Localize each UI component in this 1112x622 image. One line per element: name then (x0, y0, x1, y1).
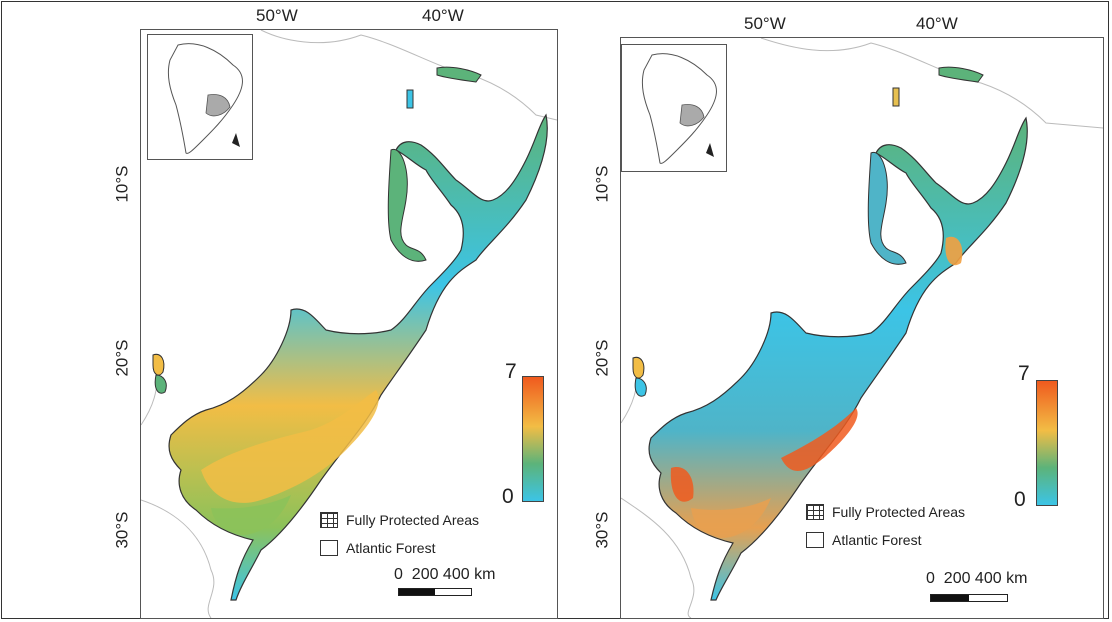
atlantic-forest-extent (679, 104, 705, 127)
grid-swatch-icon (320, 512, 338, 528)
map-canvas-left (141, 30, 557, 618)
colorbar (1036, 380, 1058, 506)
south-america-outline (641, 53, 717, 164)
colorbar-min-label: 0 (1014, 488, 1026, 511)
locator-inset-left (147, 34, 253, 160)
outline-swatch-icon (320, 540, 338, 556)
legend-protected-areas: Fully Protected Areas (320, 512, 479, 528)
north-arrow-icon (232, 133, 240, 147)
lon-label-50w: 50°W (256, 6, 298, 25)
northeast-orange-zone (945, 236, 963, 266)
western-fragment-2 (634, 377, 647, 397)
coastline-north (260, 30, 557, 121)
northern-fragment-2 (406, 89, 414, 109)
northern-branch (387, 148, 427, 262)
northern-fragment (436, 66, 482, 83)
colorbar-max-label: 7 (505, 360, 517, 383)
legend-atlantic-forest: Atlantic Forest (806, 532, 921, 548)
map-panel-left: 50°W 40°W (2, 2, 558, 620)
scale-label: 0 200 400 km (926, 570, 1028, 587)
border-line-south (621, 497, 695, 618)
western-fragment (632, 356, 645, 379)
legend-protected-areas: Fully Protected Areas (806, 504, 965, 520)
scale-bar (930, 594, 1008, 602)
colorbar (522, 376, 544, 502)
lat-label-30s: 30°S (112, 511, 132, 549)
legend-forest-label: Atlantic Forest (832, 532, 922, 548)
lat-label-10s: 10°S (112, 165, 132, 203)
legend-atlantic-forest: Atlantic Forest (320, 540, 435, 556)
map-frame-left (140, 29, 558, 619)
coastline-north (760, 38, 1103, 129)
high-value-zone (201, 390, 379, 503)
south-america-outline (167, 43, 243, 154)
legend-forest-label: Atlantic Forest (346, 540, 436, 556)
north-arrow-icon (706, 143, 714, 157)
map-frame-right (620, 37, 1104, 619)
legend-protected-label: Fully Protected Areas (346, 512, 480, 528)
western-fragment-2 (154, 374, 167, 394)
lat-label-30s: 30°S (592, 511, 612, 549)
northern-fragment-2 (892, 87, 900, 107)
border-line-south (141, 499, 215, 618)
scale-bar (398, 588, 472, 596)
scale-label: 0 200 400 km (394, 566, 496, 583)
outline-swatch-icon (806, 532, 824, 548)
western-fragment (152, 353, 165, 376)
colorbar-max-label: 7 (1018, 362, 1030, 385)
mid-value-zone (211, 495, 291, 535)
lon-label-40w: 40°W (422, 6, 464, 25)
grid-swatch-icon (806, 504, 824, 520)
high-value-coastal-zone (781, 408, 858, 471)
atlantic-forest-region (648, 116, 1028, 601)
legend-protected-label: Fully Protected Areas (832, 504, 966, 520)
northern-branch (867, 151, 907, 265)
lon-label-40w: 40°W (916, 14, 958, 33)
high-value-southwest-zone (670, 467, 694, 502)
lat-label-10s: 10°S (592, 165, 612, 203)
map-canvas-right (621, 38, 1103, 618)
northern-fragment (938, 66, 984, 83)
lat-label-20s: 20°S (112, 339, 132, 377)
lat-label-20s: 20°S (592, 339, 612, 377)
atlantic-forest-extent (205, 94, 231, 117)
colorbar-min-label: 0 (502, 485, 514, 508)
map-panel-right: 50°W 40°W (558, 2, 1110, 620)
locator-inset-right (621, 44, 727, 172)
lon-label-50w: 50°W (744, 14, 786, 33)
mid-value-zone (691, 498, 771, 538)
